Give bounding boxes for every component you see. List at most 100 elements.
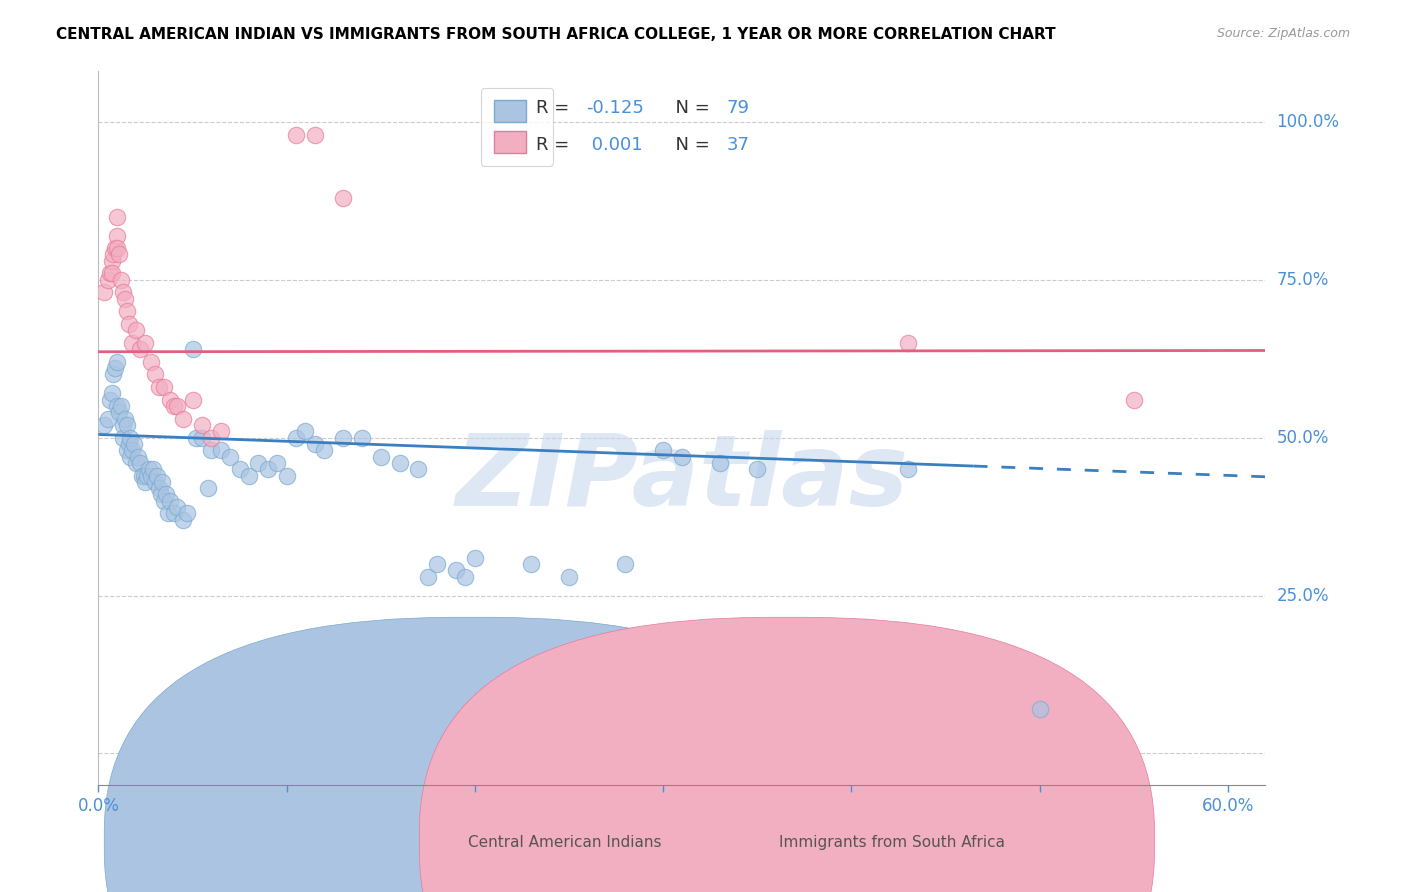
Point [285,431,308,445]
Point [464,550,486,565]
Point [228,462,250,476]
Point [148,380,170,394]
Point [285,128,308,142]
Point [747,462,769,476]
Point [426,557,449,571]
Point [149,487,172,501]
Point [136,468,159,483]
Point [159,493,181,508]
Point [138,462,160,476]
Text: -0.125: -0.125 [586,100,644,118]
Point [181,392,204,407]
Point [186,431,208,445]
Point [103,247,125,261]
Point [304,437,326,451]
Point [127,450,149,464]
Point [209,425,232,439]
Point [105,228,128,243]
Point [163,507,186,521]
Point [128,456,150,470]
Point [166,500,188,514]
Point [104,361,127,376]
Point [100,253,122,268]
Point [200,443,222,458]
Point [114,411,136,425]
Text: 79: 79 [727,100,749,118]
Text: CENTRAL AMERICAN INDIAN VS IMMIGRANTS FROM SOUTH AFRICA COLLEGE, 1 YEAR OR MORE : CENTRAL AMERICAN INDIAN VS IMMIGRANTS FR… [56,27,1056,42]
Point [181,343,204,357]
Text: R =: R = [536,100,575,118]
Point [125,323,148,337]
FancyBboxPatch shape [419,617,1154,892]
Text: 25.0%: 25.0% [1277,587,1329,605]
Point [266,456,288,470]
Point [1028,702,1050,716]
Point [104,241,127,255]
Point [163,399,186,413]
Point [114,292,136,306]
Legend: , : , [481,87,553,166]
Point [108,405,131,419]
Point [111,417,134,432]
Point [111,431,134,445]
Point [111,285,134,300]
Text: R =: R = [536,136,575,153]
Point [614,557,637,571]
Text: 37: 37 [727,136,749,153]
Point [115,417,138,432]
Point [314,443,336,458]
Point [142,462,165,476]
Point [671,450,693,464]
Point [139,355,162,369]
Point [93,285,115,300]
Point [350,431,373,445]
FancyBboxPatch shape [104,617,839,892]
Point [148,481,170,495]
Text: Source: ZipAtlas.com: Source: ZipAtlas.com [1216,27,1350,40]
Point [159,392,181,407]
Point [166,399,188,413]
Point [110,273,132,287]
Text: N =: N = [665,100,716,118]
Point [120,431,142,445]
Text: 75.0%: 75.0% [1277,271,1329,289]
Point [247,456,270,470]
Point [209,443,232,458]
Point [134,335,156,350]
Point [117,437,139,451]
Point [332,191,354,205]
Point [200,431,222,445]
Point [155,487,177,501]
Point [370,450,392,464]
Point [115,443,138,458]
Point [897,462,920,476]
Point [152,475,174,489]
Point [105,210,128,224]
Point [115,304,138,318]
Point [652,443,675,458]
Point [191,417,214,432]
Text: 100.0%: 100.0% [1277,113,1340,131]
Point [444,563,467,577]
Point [157,507,180,521]
Point [105,241,128,255]
Point [454,569,477,583]
Point [98,267,121,281]
Point [132,468,155,483]
Point [558,569,581,583]
Point [172,411,194,425]
Point [388,456,411,470]
Point [128,343,150,357]
Point [332,431,354,445]
Point [709,456,731,470]
Point [172,513,194,527]
Point [238,468,260,483]
Point [121,335,143,350]
Point [120,450,142,464]
Point [105,399,128,413]
Point [153,380,176,394]
Point [143,368,166,382]
Point [408,462,430,476]
Point [897,335,920,350]
Point [143,475,166,489]
